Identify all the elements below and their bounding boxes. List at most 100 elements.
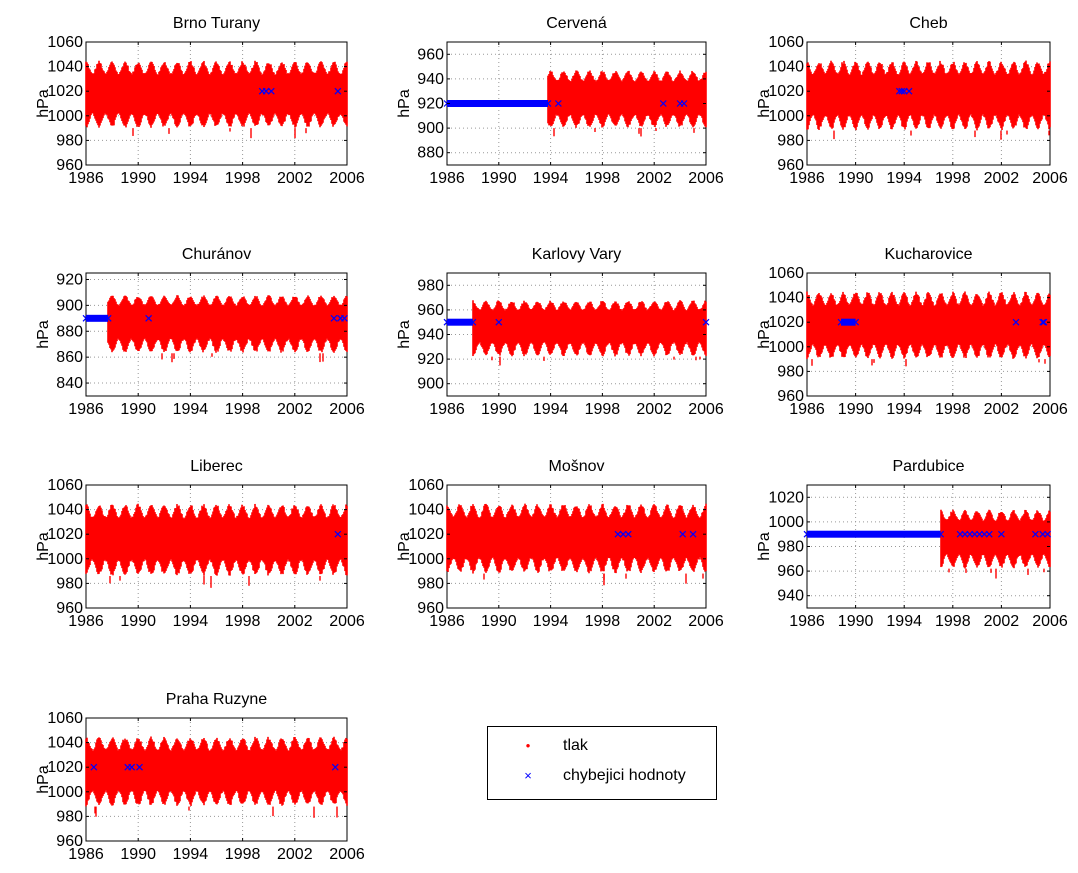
x-tick-label: 2006 <box>688 613 724 630</box>
y-tick-label: 1020 <box>768 489 804 506</box>
series-chybejici-hodnoty <box>258 87 342 95</box>
series-tlak <box>547 70 707 137</box>
y-tick-label: 960 <box>777 388 804 405</box>
series-chybejici-hodnoty <box>895 87 913 95</box>
x-tick-label: 1990 <box>838 401 874 418</box>
legend-item-chybejici-hodnoty: × chybejici hodnoty <box>488 765 716 787</box>
y-tick-label: 880 <box>56 323 83 340</box>
missing-run <box>841 318 856 326</box>
x-tick-label: 1998 <box>585 170 621 187</box>
missing-marker <box>82 314 90 322</box>
missing-marker <box>966 530 974 538</box>
missing-marker <box>659 100 667 107</box>
x-tick-label: 1986 <box>68 846 104 863</box>
missing-marker <box>1044 530 1051 538</box>
subplot-9: 1986 1990 1994 1998 2002 2006 940 960 980 1000 102… <box>756 458 1068 630</box>
x-tick-label: 1990 <box>481 401 517 418</box>
y-tick-label: 1000 <box>768 339 804 356</box>
missing-marker <box>956 530 964 538</box>
missing-run <box>447 100 549 107</box>
missing-marker <box>554 100 562 107</box>
y-tick-label: 960 <box>56 157 83 174</box>
missing-marker <box>937 530 945 538</box>
y-tick-label: 1040 <box>768 290 804 307</box>
y-axis-label: hPa <box>35 765 52 794</box>
y-tick-label: 900 <box>56 297 83 314</box>
x-tick-label: 2006 <box>329 170 365 187</box>
missing-marker <box>689 530 697 538</box>
y-tick-label: 900 <box>417 376 444 393</box>
subplot-title: Cervená <box>546 15 607 32</box>
x-tick-label: 2002 <box>636 613 672 630</box>
subplot-2: 1986 1990 1994 1998 2002 2006 880 900 920 940 960 C… <box>396 15 724 187</box>
y-tick-label: 860 <box>56 349 83 366</box>
missing-marker <box>340 314 348 322</box>
series-chybejici-hodnoty <box>443 318 710 326</box>
y-tick-label: 1040 <box>47 59 83 76</box>
missing-run <box>447 318 473 326</box>
x-tick-label: 2006 <box>1032 170 1068 187</box>
series-tlak <box>806 291 1051 367</box>
y-tick-label: 960 <box>777 563 804 580</box>
subplot-title: Cheb <box>909 15 947 32</box>
x-tick-label: 1990 <box>481 170 517 187</box>
missing-marker <box>803 530 811 538</box>
x-tick-label: 2002 <box>984 613 1020 630</box>
series-chybejici-hodnoty <box>334 530 342 538</box>
subplot-1: 1986 1990 1994 1998 2002 2006 960 980 1000 1020 10… <box>35 15 365 187</box>
missing-marker <box>680 100 688 107</box>
y-tick-label: 1020 <box>47 759 83 776</box>
y-tick-label: 1040 <box>768 59 804 76</box>
missing-marker <box>145 314 153 322</box>
missing-marker <box>90 763 98 771</box>
legend-item-tlak: • tlak <box>488 735 716 757</box>
y-tick-label: 960 <box>417 46 444 63</box>
missing-run <box>807 530 941 538</box>
missing-marker <box>262 87 270 95</box>
missing-marker <box>495 318 503 326</box>
series-chybejici-hodnoty <box>90 763 339 771</box>
y-tick-label: 880 <box>417 145 444 162</box>
y-axis-label: hPa <box>756 89 773 118</box>
missing-marker <box>1031 530 1039 538</box>
missing-marker <box>1012 318 1020 326</box>
series-tlak <box>85 60 348 139</box>
x-tick-label: 1986 <box>68 401 104 418</box>
y-tick-label: 940 <box>417 327 444 344</box>
y-tick-label: 920 <box>56 271 83 288</box>
subplot-6: 1986 1990 1994 1998 2002 2006 960 980 1000 1020 10… <box>756 246 1068 418</box>
x-tick-label: 1986 <box>789 401 825 418</box>
x-tick-label: 1986 <box>789 613 825 630</box>
x-tick-label: 1998 <box>225 846 261 863</box>
x-tick-label: 1998 <box>225 401 261 418</box>
y-tick-label: 980 <box>56 808 83 825</box>
y-tick-label: 1060 <box>768 265 804 282</box>
y-tick-label: 1060 <box>768 34 804 51</box>
y-tick-label: 940 <box>777 588 804 605</box>
x-tick-label: 1986 <box>429 170 465 187</box>
x-tick-label: 2002 <box>636 401 672 418</box>
legend-label-chybejici-hodnoty: chybejici hodnoty <box>563 767 686 784</box>
x-tick-label: 1994 <box>533 401 569 418</box>
x-tick-label: 1998 <box>935 401 971 418</box>
missing-marker <box>128 763 136 771</box>
subplot-title: Karlovy Vary <box>532 246 622 263</box>
missing-marker <box>136 763 143 771</box>
x-tick-label: 1994 <box>886 613 922 630</box>
series-chybejici-hodnoty <box>837 318 1048 326</box>
y-axis-label: hPa <box>396 320 413 349</box>
y-tick-label: 1020 <box>408 526 444 543</box>
x-tick-label: 1998 <box>935 170 971 187</box>
y-tick-label: 900 <box>417 120 444 137</box>
y-tick-label: 960 <box>56 600 83 617</box>
y-tick-label: 920 <box>417 96 444 113</box>
legend-marker-tlak: • <box>525 738 531 753</box>
x-tick-label: 1990 <box>120 170 156 187</box>
missing-marker <box>852 318 860 326</box>
missing-marker <box>330 314 338 322</box>
y-tick-label: 980 <box>417 575 444 592</box>
y-tick-label: 980 <box>56 575 83 592</box>
missing-marker <box>614 530 622 538</box>
missing-marker <box>1039 318 1047 326</box>
y-tick-label: 1040 <box>47 502 83 519</box>
